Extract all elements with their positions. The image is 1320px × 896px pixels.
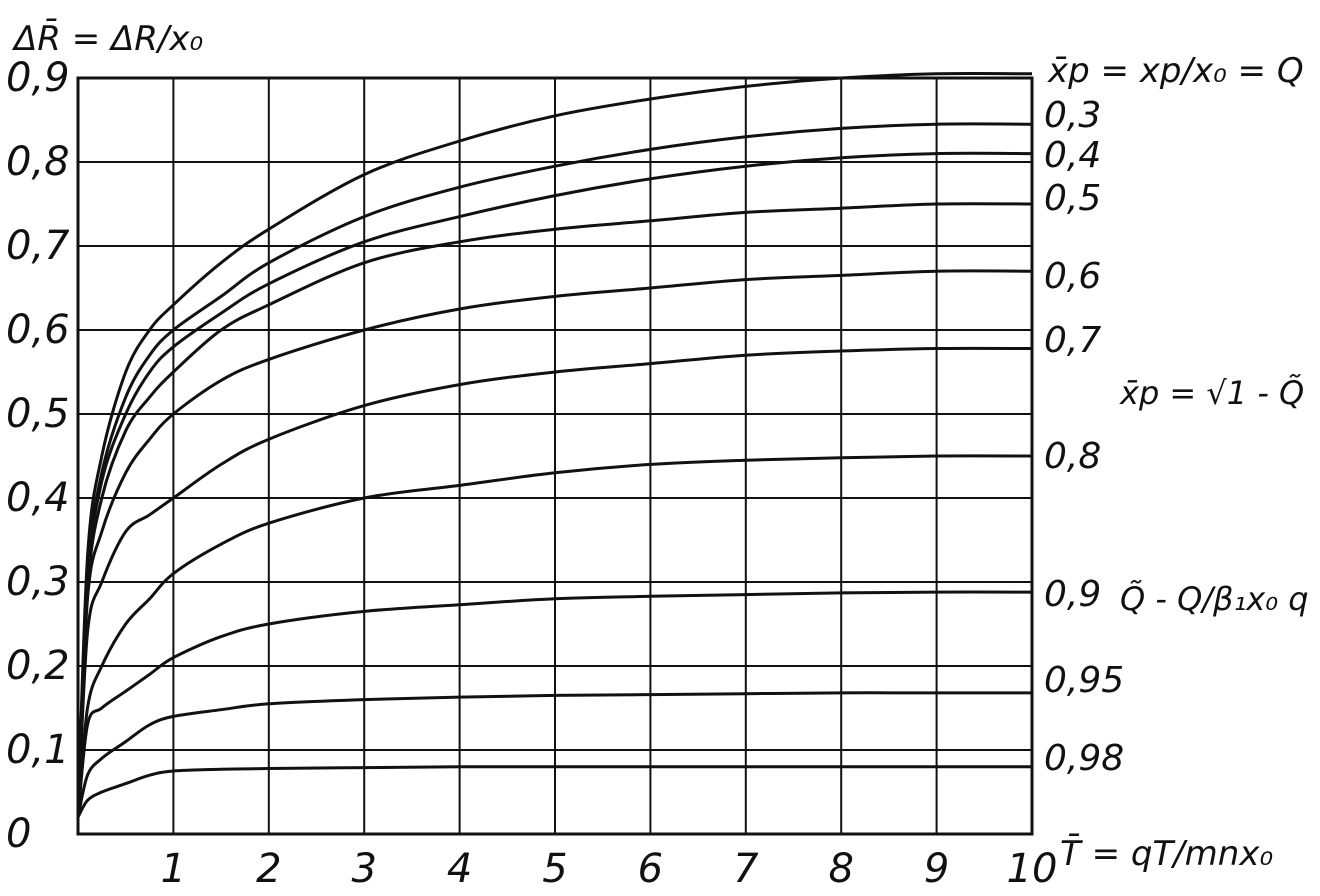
y-tick-label: 0,7 — [6, 223, 70, 269]
series-label: 0,9 — [1044, 574, 1101, 615]
y-tick-label: 0,2 — [6, 643, 70, 689]
x-tick-label: 5 — [542, 846, 567, 891]
x-tick-label: 6 — [638, 846, 663, 891]
series-line — [76, 765, 1032, 818]
series-label: 0,3 — [1044, 95, 1101, 136]
x-tick-label: 7 — [733, 846, 759, 891]
series-labels: 0,30,40,5 0,6 0,7 0,8 0,9 0,95 0,98 — [1044, 95, 1124, 779]
x-axis-title: T̄ = qT/mnx₀ — [1060, 833, 1273, 874]
series-label: 0,7 — [1044, 320, 1101, 361]
y-tick-label: 0 — [6, 811, 31, 857]
y-tick-label: 0,1 — [6, 727, 70, 773]
formula-xp-note: x̄p = √1 - Q̃ — [1119, 374, 1304, 412]
series-label: 0,8 — [1044, 436, 1101, 477]
series-line — [76, 71, 1033, 818]
series-line — [76, 269, 1033, 818]
y-tick-label: 0,4 — [6, 475, 70, 521]
series-label: 0,95 — [1044, 660, 1124, 701]
series-label: 0,6 — [1044, 256, 1101, 297]
x-tick-label: 4 — [447, 846, 472, 891]
series-line — [76, 590, 1033, 818]
y-tick-label: 0,6 — [6, 307, 70, 353]
series-header-label: x̄p = xp/x₀ = Q — [1047, 51, 1304, 91]
x-tick-label: 2 — [256, 846, 281, 891]
series-label: 0,98 — [1044, 738, 1124, 779]
series-line — [76, 151, 1033, 818]
y-tick-label: 0,5 — [6, 391, 70, 437]
y-tick-label: 0,3 — [6, 559, 70, 605]
x-tick-label: 3 — [351, 846, 376, 891]
grid — [76, 76, 1034, 836]
series-line — [76, 454, 1033, 818]
x-tick-label: 8 — [828, 846, 853, 891]
series-line — [76, 122, 1033, 818]
y-tick-label: 0,8 — [6, 139, 70, 185]
formula-q-note: Q̃ - Q/β₁x₀ q — [1120, 580, 1309, 618]
y-axis-title: ΔR̄ = ΔR/x₀ — [11, 18, 203, 59]
series-line — [76, 691, 1032, 818]
tick-labels: 1 2 3 4 5 6 7 8 9 10 0 0,1 0,2 0,3 0,4 0,5 0,6 0,7 0,8 0,9 — [6, 55, 1058, 892]
y-tick-label: 0,9 — [6, 55, 70, 101]
series-label: 0,5 — [1044, 178, 1101, 219]
series-label: 0,4 — [1044, 135, 1101, 176]
series-lines — [76, 71, 1033, 818]
x-tick-label: 1 — [161, 846, 186, 891]
series-line — [76, 202, 1033, 818]
x-tick-label: 9 — [924, 846, 949, 891]
x-tick-label: 10 — [1007, 846, 1058, 891]
series-line — [76, 346, 1033, 818]
